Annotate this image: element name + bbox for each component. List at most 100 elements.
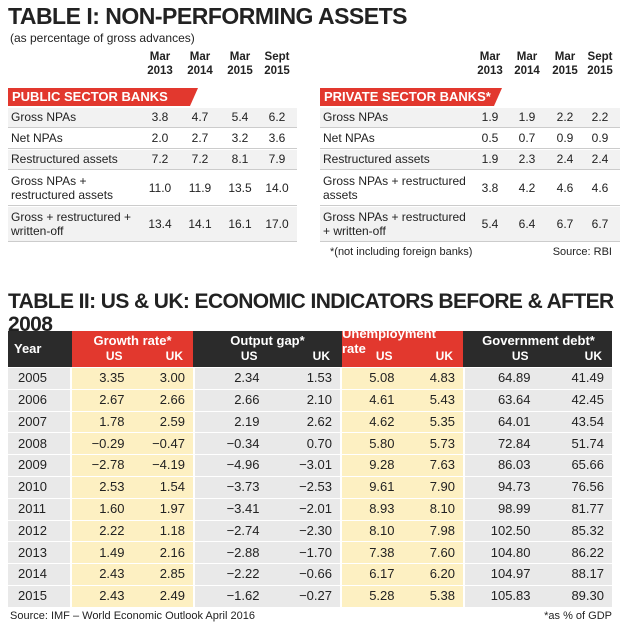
cell-bg <box>72 498 193 520</box>
column-header: Mar <box>189 50 211 63</box>
cell: 9.61 <box>369 479 395 495</box>
row-label: Gross + restructured + written-off <box>11 210 132 238</box>
cell: 6.20 <box>429 566 455 582</box>
cell-bg <box>465 368 612 389</box>
year-cell-bg <box>8 477 70 498</box>
cell: 1.9 <box>481 152 499 167</box>
sub-header: UK <box>165 349 183 364</box>
column-header: 2013 <box>147 64 173 77</box>
cell: 4.62 <box>369 413 395 429</box>
note: *(not including foreign banks) <box>330 245 473 258</box>
cell: 85.32 <box>571 522 604 538</box>
cell: 11.9 <box>188 180 212 195</box>
cell: 2.66 <box>234 392 260 408</box>
year-cell-bg <box>8 433 70 455</box>
year-cell: 2014 <box>18 566 47 582</box>
cell-bg <box>195 411 340 433</box>
cell-bg <box>72 411 193 433</box>
cell: −0.34 <box>226 435 260 451</box>
row-bg <box>320 171 620 206</box>
cell-bg <box>195 368 340 389</box>
sub-header: UK <box>312 349 330 364</box>
column-header: 2014 <box>187 64 213 77</box>
cell: 64.89 <box>497 370 531 386</box>
cell: 86.22 <box>571 544 604 560</box>
cell-bg <box>465 520 612 542</box>
cell: 7.2 <box>151 152 169 167</box>
cell: 64.01 <box>497 413 531 429</box>
cell: 2.22 <box>99 522 125 538</box>
cell: 8.10 <box>369 522 395 538</box>
column-header: 2014 <box>514 64 540 77</box>
row-label: Net NPAs <box>11 131 63 146</box>
cell: 1.78 <box>99 413 125 429</box>
cell: −2.53 <box>299 479 332 495</box>
cell: 3.8 <box>481 180 499 195</box>
cell: −4.19 <box>152 457 185 473</box>
cell: 2.53 <box>99 479 125 495</box>
source: Source: RBI <box>552 245 612 258</box>
sub-header: UK <box>435 349 453 364</box>
cell: 5.28 <box>369 588 395 604</box>
column-header: Sept <box>264 50 290 63</box>
row-bg <box>320 207 620 242</box>
cell: −2.22 <box>226 566 260 582</box>
cell-bg <box>195 586 340 607</box>
cell-bg <box>342 542 463 564</box>
row-label: Gross NPAs <box>11 110 77 125</box>
year-cell: 2006 <box>18 392 47 408</box>
cell: 98.99 <box>497 501 531 517</box>
cell: 63.64 <box>497 392 531 408</box>
cell: 7.9 <box>268 152 286 167</box>
row-label: Gross NPAs + restructured assets <box>323 174 466 202</box>
column-header: 2015 <box>587 64 613 77</box>
cell-bg <box>72 542 193 564</box>
cell: 102.50 <box>490 522 531 538</box>
year-cell-bg <box>8 411 70 433</box>
group-header: Government debt* <box>482 333 595 349</box>
cell: −2.78 <box>91 457 125 473</box>
cell: 0.5 <box>481 131 499 146</box>
column-header: Mar <box>149 50 171 63</box>
cell: 2.4 <box>591 152 609 167</box>
cell-bg <box>72 455 193 476</box>
cell: 0.9 <box>591 131 609 146</box>
cell-bg <box>465 564 612 585</box>
cell: 89.30 <box>571 588 604 604</box>
cell: 2.3 <box>518 152 536 167</box>
sub-header: UK <box>584 349 602 364</box>
cell: −0.66 <box>299 566 332 582</box>
row-label: Gross NPAs <box>323 110 389 125</box>
year-cell: 2008 <box>18 435 47 451</box>
year-cell: 2005 <box>18 370 47 386</box>
year-cell-bg <box>8 368 70 389</box>
year-header: Year <box>14 340 42 356</box>
group-header-bg <box>342 331 463 367</box>
cell: 2.7 <box>191 131 209 146</box>
cell: 14.0 <box>265 180 289 195</box>
cell-bg <box>72 586 193 607</box>
section-header: PRIVATE SECTOR BANKS* <box>320 88 502 106</box>
cell: 4.6 <box>591 180 609 195</box>
cell-bg <box>465 498 612 520</box>
cell-bg <box>342 368 463 389</box>
cell: 76.56 <box>571 479 604 495</box>
cell: 3.2 <box>231 131 249 146</box>
cell: 2.85 <box>159 566 185 582</box>
cell-bg <box>465 455 612 476</box>
cell: 6.2 <box>268 110 286 125</box>
row-bg <box>320 150 620 170</box>
cell: 104.80 <box>490 544 531 560</box>
cell-bg <box>72 477 193 498</box>
cell: −2.88 <box>226 544 260 560</box>
cell-bg <box>342 389 463 411</box>
cell: 7.63 <box>429 457 455 473</box>
cell: −2.30 <box>299 522 332 538</box>
cell-bg <box>465 389 612 411</box>
cell: 94.73 <box>497 479 531 495</box>
cell-bg <box>342 520 463 542</box>
cell: 2.2 <box>591 110 609 125</box>
row-bg <box>320 108 620 128</box>
cell: −3.73 <box>226 479 260 495</box>
